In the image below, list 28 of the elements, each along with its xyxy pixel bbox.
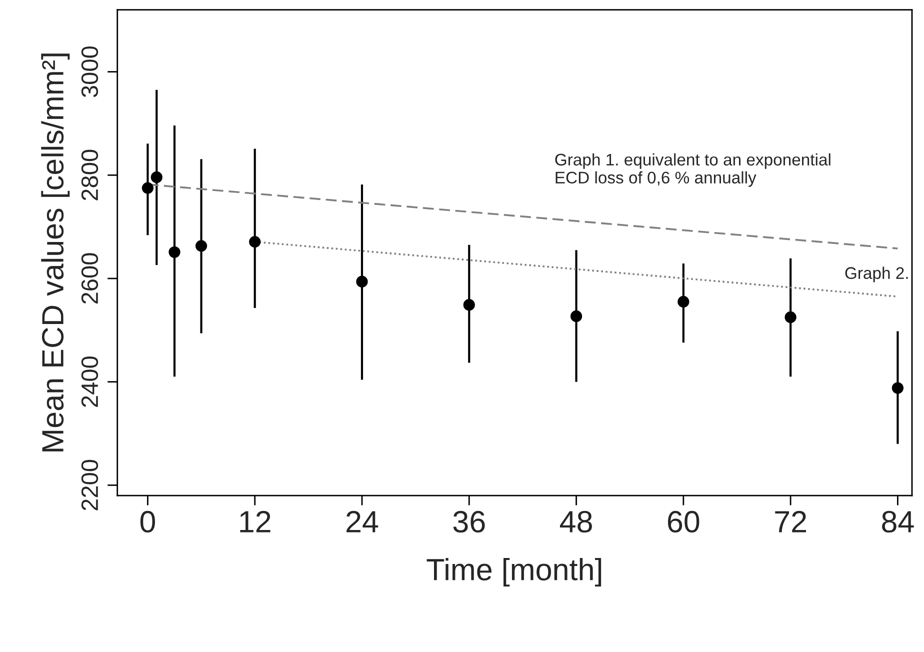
- y-tick-label: 2400: [81, 356, 98, 407]
- point: [142, 182, 154, 194]
- x-tick-label: 36: [453, 510, 485, 533]
- point: [356, 276, 368, 288]
- x-tick-label: 60: [668, 510, 700, 533]
- point: [463, 299, 475, 311]
- x-tick-label: 0: [140, 510, 156, 533]
- point: [195, 240, 208, 252]
- point: [784, 311, 796, 324]
- x-tick-label: 12: [240, 510, 270, 532]
- point: [678, 296, 690, 308]
- point: [150, 171, 162, 184]
- point: [168, 246, 180, 258]
- y-tick-label: 2600: [81, 253, 98, 304]
- y-tick-label: 2800: [81, 150, 98, 200]
- point: [892, 382, 904, 394]
- annotation: Graph 2.: [845, 266, 908, 282]
- x-tick-label: 72: [775, 510, 806, 532]
- y-tick-label: 3000: [81, 46, 98, 98]
- point: [570, 310, 582, 322]
- x-tick-label: 24: [346, 510, 378, 532]
- x-tick-label: 48: [560, 510, 592, 533]
- point: [249, 236, 261, 248]
- x-axis-title: Time [month]: [426, 558, 602, 587]
- y-tick-label: 2200: [81, 460, 98, 510]
- x-tick-label: 84: [882, 510, 914, 533]
- y-axis-title: Mean ECD values [cells/mm²]: [41, 54, 70, 452]
- annotation: Graph 1. equivalent to an exponential ECD loss of 0,6 % annually: [555, 153, 830, 187]
